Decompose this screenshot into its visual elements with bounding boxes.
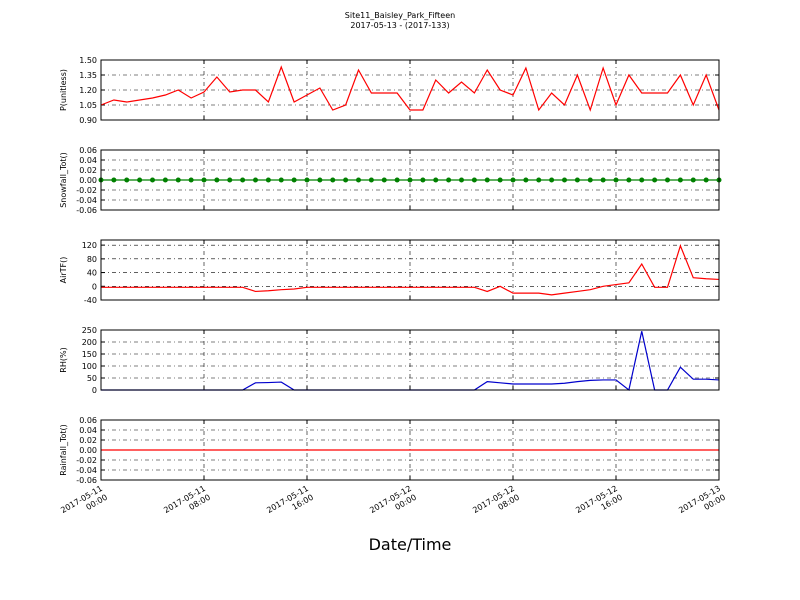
- y-tick-label: 0.02: [79, 436, 97, 445]
- y-tick-label: -40: [84, 296, 97, 305]
- y-tick-label: 80: [87, 255, 97, 264]
- data-point: [639, 177, 645, 183]
- data-point: [356, 177, 361, 183]
- y-tick-label: 100: [82, 362, 97, 371]
- y-tick-label: -0.02: [76, 186, 97, 195]
- y-tick-label: 250: [82, 326, 97, 335]
- y-axis-label: AirTF(): [59, 257, 68, 284]
- y-tick-label: -0.04: [76, 466, 97, 475]
- y-axis-label: Snowfall_Tot(): [59, 152, 68, 208]
- axes-frame: [100, 419, 720, 481]
- data-point: [304, 177, 310, 183]
- y-axis-label: P(unitless): [59, 69, 68, 111]
- y-tick-label: 0.00: [79, 446, 97, 455]
- y-tick-label: 0.06: [79, 416, 97, 425]
- data-point: [523, 177, 529, 183]
- series-line: [100, 65, 720, 112]
- axes-frame: [100, 239, 720, 301]
- data-point: [394, 177, 400, 183]
- y-tick-label: 1.20: [79, 86, 97, 95]
- data-point: [150, 177, 155, 183]
- y-tick-label: 0.06: [79, 146, 97, 155]
- axes-frame: [100, 59, 720, 121]
- data-point: [265, 177, 271, 183]
- data-point: [214, 177, 220, 183]
- data-point: [291, 177, 297, 183]
- y-tick-label: 0.00: [79, 176, 97, 185]
- data-point: [407, 177, 413, 183]
- y-tick-label: 0.02: [79, 166, 97, 175]
- data-point: [124, 177, 130, 183]
- data-point: [433, 177, 439, 183]
- data-point: [471, 177, 477, 183]
- data-point: [188, 177, 194, 183]
- chart-subtitle: 2017-05-13 - (2017-133): [350, 21, 449, 30]
- data-point: [368, 177, 374, 183]
- data-point: [162, 177, 168, 183]
- y-tick-label: 0: [92, 386, 97, 395]
- data-point: [587, 177, 593, 183]
- data-point: [201, 177, 207, 183]
- data-point: [510, 177, 516, 183]
- chart-title: Site11_Baisley_Park_Fifteen: [345, 11, 455, 20]
- series-line: [101, 244, 720, 296]
- y-tick-label: 1.05: [79, 101, 97, 110]
- x-axis-label: Date/Time: [369, 535, 452, 554]
- y-tick-label: 0.90: [79, 116, 97, 125]
- y-tick-label: 200: [82, 338, 97, 347]
- y-tick-label: -0.02: [76, 456, 97, 465]
- data-point: [175, 177, 181, 183]
- data-point: [600, 177, 606, 183]
- data-point: [652, 177, 658, 183]
- data-point: [381, 177, 387, 183]
- data-point: [703, 177, 709, 183]
- y-tick-label: -0.04: [76, 196, 97, 205]
- data-point: [330, 177, 336, 183]
- y-tick-label: 1.35: [79, 71, 97, 80]
- y-tick-label: -0.06: [76, 206, 97, 215]
- y-axis-label: Rainfall_Tot(): [59, 424, 68, 476]
- y-tick-label: -0.06: [76, 476, 97, 485]
- y-tick-label: 1.50: [79, 56, 97, 65]
- data-point: [536, 177, 542, 183]
- data-point: [549, 177, 555, 183]
- data-point: [459, 177, 464, 183]
- data-point: [613, 177, 619, 183]
- data-point: [227, 177, 233, 183]
- data-point: [665, 177, 670, 183]
- y-tick-label: 150: [82, 350, 97, 359]
- data-point: [562, 177, 567, 183]
- axes-frame: [100, 329, 720, 391]
- data-point: [574, 177, 580, 183]
- data-point: [690, 177, 696, 183]
- y-tick-label: 0: [92, 282, 97, 291]
- data-point: [484, 177, 490, 183]
- data-point: [317, 177, 323, 183]
- data-point: [420, 177, 426, 183]
- y-tick-label: 0.04: [79, 426, 97, 435]
- data-point: [343, 177, 349, 183]
- data-point: [111, 177, 117, 183]
- data-point: [677, 177, 683, 183]
- data-point: [626, 177, 632, 183]
- axes-frame: [100, 149, 720, 211]
- data-point: [278, 177, 284, 183]
- data-point: [253, 177, 258, 183]
- y-axis-label: RH(%): [59, 347, 68, 372]
- y-tick-label: 40: [87, 269, 97, 278]
- data-point: [137, 177, 143, 183]
- data-point: [240, 177, 246, 183]
- data-point: [497, 177, 503, 183]
- y-tick-label: 50: [87, 374, 97, 383]
- data-point: [446, 177, 452, 183]
- y-tick-label: 120: [82, 241, 97, 250]
- y-tick-label: 0.04: [79, 156, 97, 165]
